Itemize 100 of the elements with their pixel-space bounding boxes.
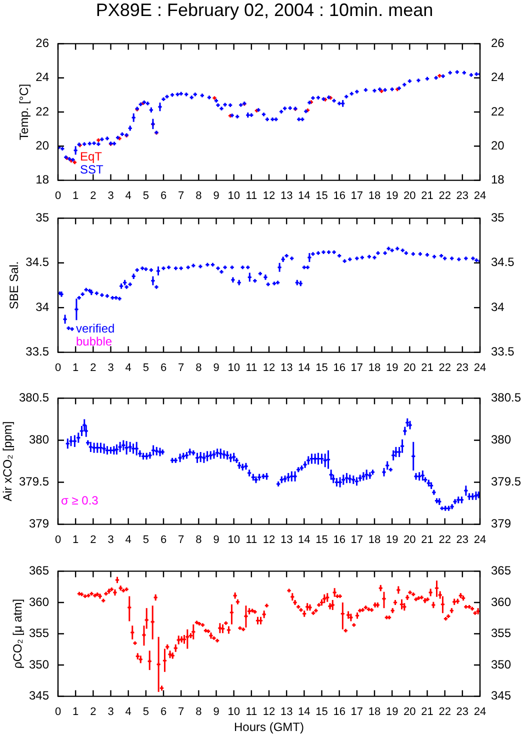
x-tick-label: 3 [108, 706, 114, 718]
y-tick-label: 24 [36, 70, 50, 84]
x-tick-label: 4 [125, 534, 132, 546]
x-tick-label: 3 [108, 190, 114, 202]
x-tick-label: 15 [316, 190, 328, 202]
x-tick-label: 20 [404, 706, 416, 718]
x-tick-label: 3 [108, 362, 114, 374]
x-tick-label: 16 [333, 534, 346, 546]
y2-tick-label: 355 [491, 626, 512, 640]
y2-tick-label: 34 [491, 300, 505, 314]
x-tick-label: 16 [333, 706, 346, 718]
x-tick-label: 17 [350, 706, 364, 718]
x-tick-label: 1 [72, 706, 79, 718]
y-tick-label: 345 [28, 688, 50, 703]
y2-tick-label: 350 [491, 657, 512, 672]
x-tick-label: 8 [196, 190, 202, 202]
y-tick-label: 33.5 [26, 344, 50, 359]
y-axis-title: Temp. [°C] [16, 84, 31, 140]
x-tick-label: 7 [178, 362, 184, 374]
x-tick-label: 19 [386, 706, 398, 718]
x-tick-label: 6 [160, 534, 167, 546]
x-tick-label: 9 [213, 362, 220, 374]
x-tick-label: 11 [246, 190, 258, 202]
y-tick-label: 365 [28, 564, 50, 578]
x-tick-label: 12 [262, 706, 276, 718]
x-tick-label: 15 [316, 706, 328, 718]
x-tick-label: 7 [178, 706, 184, 718]
x-tick-label: 23 [456, 190, 469, 202]
x-tick-label: 5 [142, 190, 149, 202]
x-tick-label: 23 [456, 534, 469, 546]
y-axis-title: Air xCO₂ [ppm] [0, 421, 14, 502]
x-tick-label: 20 [404, 534, 416, 546]
x-tick-label: 9 [213, 190, 220, 202]
y2-tick-label: 380.5 [491, 390, 522, 405]
x-tick-label: 17 [350, 362, 364, 374]
y2-tick-label: 24 [491, 70, 505, 84]
x-tick-label: 16 [333, 362, 346, 374]
y2-tick-label: 360 [491, 594, 512, 609]
x-tick-label: 9 [213, 534, 220, 546]
x-tick-label: 7 [178, 534, 184, 546]
y-tick-label: 22 [36, 104, 50, 118]
x-tick-label: 16 [333, 190, 346, 202]
legend-label: bubble [76, 334, 112, 349]
x-tick-label: 8 [196, 706, 202, 718]
y-tick-label: 355 [28, 626, 50, 640]
x-tick-label: 19 [386, 362, 398, 374]
y-tick-label: 26 [36, 36, 50, 50]
x-tick-label: 15 [316, 534, 328, 546]
x-axis-title: Hours (GMT) [234, 720, 304, 734]
y2-tick-label: 18 [491, 172, 505, 187]
x-tick-label: 24 [474, 190, 486, 202]
x-tick-label: 8 [196, 534, 202, 546]
x-tick-label: 3 [108, 534, 114, 546]
x-tick-label: 11 [246, 362, 258, 374]
x-tick-label: 4 [125, 706, 132, 718]
annotation: σ ≥ 0.3 [61, 494, 99, 508]
x-tick-label: 0 [54, 362, 62, 374]
x-tick-label: 0 [54, 534, 62, 546]
x-tick-label: 14 [298, 190, 310, 202]
x-tick-label: 19 [386, 190, 398, 202]
x-tick-label: 12 [262, 362, 276, 374]
x-tick-label: 10 [228, 706, 240, 718]
y-tick-label: 379 [28, 516, 50, 531]
y2-tick-label: 22 [491, 104, 505, 118]
x-tick-label: 6 [160, 706, 167, 718]
y-tick-label: 379.5 [18, 474, 50, 489]
x-tick-label: 23 [456, 706, 469, 718]
x-tick-label: 22 [438, 534, 451, 546]
x-tick-label: 2 [90, 190, 96, 202]
x-tick-label: 2 [90, 362, 96, 374]
y2-tick-label: 34.5 [491, 255, 515, 270]
x-tick-label: 22 [438, 362, 451, 374]
x-tick-label: 2 [90, 534, 96, 546]
x-tick-label: 13 [280, 706, 293, 718]
x-tick-label: 24 [474, 706, 486, 718]
x-tick-label: 14 [298, 362, 310, 374]
x-tick-label: 10 [228, 534, 240, 546]
x-tick-label: 15 [316, 362, 328, 374]
y-tick-label: 35 [36, 210, 50, 225]
x-tick-label: 0 [54, 190, 62, 202]
y2-tick-label: 345 [491, 688, 512, 703]
x-tick-label: 4 [125, 190, 132, 202]
y2-tick-label: 379 [491, 516, 512, 531]
x-tick-label: 20 [404, 190, 416, 202]
y2-tick-label: 379.5 [491, 474, 522, 489]
x-tick-label: 8 [196, 362, 202, 374]
x-tick-label: 14 [298, 706, 310, 718]
x-tick-label: 10 [228, 362, 240, 374]
x-tick-label: 11 [246, 534, 258, 546]
y-tick-label: 380.5 [18, 390, 50, 405]
x-tick-label: 21 [421, 534, 434, 546]
y-tick-label: 360 [28, 594, 50, 609]
x-tick-label: 19 [386, 534, 398, 546]
y2-tick-label: 380 [491, 432, 512, 447]
x-tick-label: 6 [160, 190, 167, 202]
x-tick-label: 24 [474, 362, 486, 374]
x-tick-label: 18 [368, 706, 381, 718]
x-tick-label: 21 [421, 190, 434, 202]
x-tick-label: 22 [438, 190, 451, 202]
x-tick-label: 22 [438, 706, 451, 718]
